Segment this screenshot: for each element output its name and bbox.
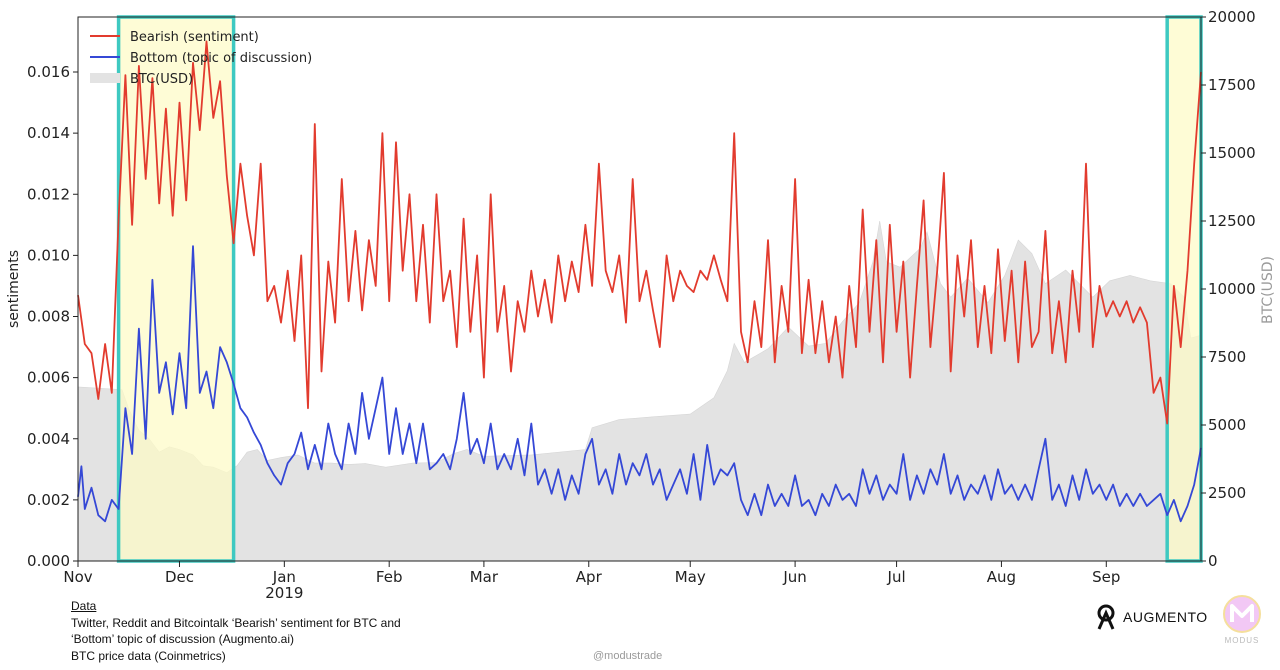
legend-label: BTC(USD) bbox=[130, 72, 193, 87]
y-axis-label: sentiments bbox=[6, 250, 22, 328]
x-tick-label: Jun bbox=[782, 568, 806, 586]
y2-tick-label: 7500 bbox=[1208, 348, 1246, 366]
y-tick-label: 0.008 bbox=[27, 308, 70, 326]
y-tick-label: 0.002 bbox=[27, 491, 70, 509]
legend-label: Bearish (sentiment) bbox=[130, 30, 259, 45]
modus-logo: MODUS bbox=[1220, 594, 1264, 645]
x-tick-label: Jan bbox=[272, 568, 296, 586]
btc-area-layer bbox=[77, 220, 1202, 562]
x-tick-label: Sep bbox=[1092, 568, 1120, 586]
y2-tick-label: 17500 bbox=[1208, 76, 1256, 94]
x-tick-sublabel: 2019 bbox=[265, 584, 303, 600]
legend-swatch-btc bbox=[90, 73, 120, 83]
modus-wordmark: MODUS bbox=[1224, 636, 1260, 645]
y-tick-label: 0.010 bbox=[27, 246, 70, 264]
legend: Bearish (sentiment) Bottom (topic of disc… bbox=[90, 30, 312, 87]
augmento-wordmark: AUGMENTO bbox=[1123, 609, 1208, 625]
y-tick-label: 0.006 bbox=[27, 369, 70, 387]
x-tick-label: Aug bbox=[987, 568, 1016, 586]
y2-tick-label: 2500 bbox=[1208, 484, 1246, 502]
augmento-logo: AUGMENTO bbox=[1095, 604, 1208, 630]
y2-tick-label: 20000 bbox=[1208, 8, 1256, 26]
y-tick-label: 0.004 bbox=[27, 430, 70, 448]
axis-layer: 0.000 0.002 0.004 0.006 0.008 0.010 0.012 0.014… bbox=[6, 8, 1276, 600]
series-line-bottom bbox=[77, 245, 1202, 523]
y2-tick-label: 15000 bbox=[1208, 144, 1256, 162]
x-tick-label: Dec bbox=[165, 568, 194, 586]
y2-tick-label: 10000 bbox=[1208, 280, 1256, 298]
series-line-bearish bbox=[77, 40, 1202, 425]
data-footnote: Data Twitter, Reddit and Bitcointalk ‘Be… bbox=[71, 598, 401, 664]
y-tick-label: 0.012 bbox=[27, 185, 70, 203]
x-tick-label: Feb bbox=[376, 568, 403, 586]
x-tick-label: May bbox=[675, 568, 706, 586]
x-tick-label: Apr bbox=[576, 568, 603, 586]
modus-icon bbox=[1223, 595, 1261, 633]
chart: 0.000 0.002 0.004 0.006 0.008 0.010 0.012 0.014… bbox=[6, 8, 1276, 600]
series-layer bbox=[77, 40, 1202, 523]
footnote-line-3: BTC price data (Coinmetrics) bbox=[71, 648, 226, 663]
footnote-line-2: ‘Bottom’ topic of discussion (Augmento.a… bbox=[71, 632, 294, 646]
watermark: @modustrade bbox=[593, 650, 663, 662]
footnote-line-1: Twitter, Reddit and Bitcointalk ‘Bearish… bbox=[71, 615, 401, 630]
x-tick-label: Nov bbox=[63, 568, 92, 586]
y2-tick-label: 5000 bbox=[1208, 416, 1246, 434]
y2-axis-label: BTC(USD) bbox=[1260, 256, 1276, 324]
x-tick-label: Mar bbox=[470, 568, 499, 586]
y-tick-label: 0.000 bbox=[27, 552, 70, 570]
y-tick-label: 0.014 bbox=[27, 124, 70, 142]
legend-label: Bottom (topic of discussion) bbox=[130, 51, 312, 66]
btc-price-area bbox=[77, 220, 1202, 562]
augmento-icon bbox=[1097, 604, 1115, 630]
y2-tick-label: 0 bbox=[1208, 552, 1218, 570]
footnote-heading: Data bbox=[71, 599, 97, 613]
y2-tick-label: 12500 bbox=[1208, 212, 1256, 230]
y-tick-label: 0.016 bbox=[27, 63, 70, 81]
x-tick-label: Jul bbox=[887, 568, 906, 586]
